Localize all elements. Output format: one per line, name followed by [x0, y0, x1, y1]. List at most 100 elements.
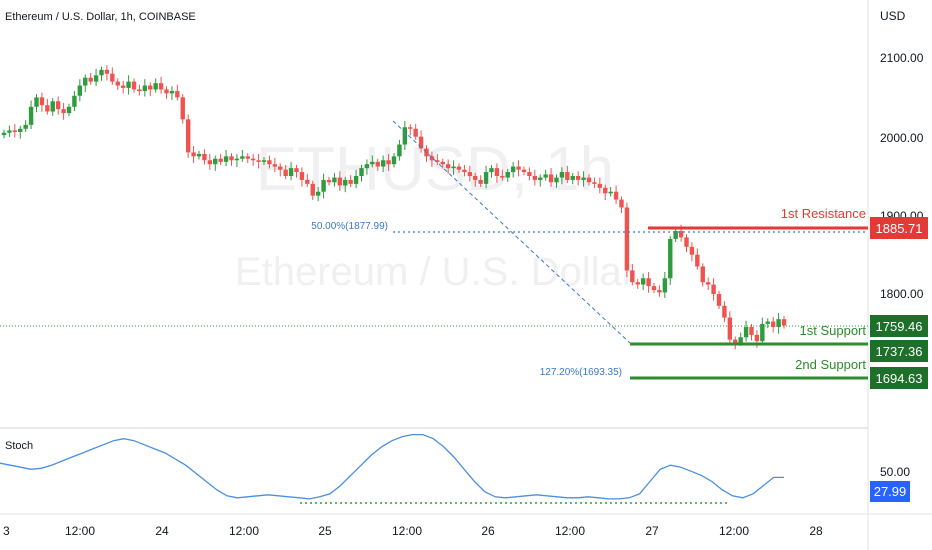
time-tick-1200-a: 12:00 — [65, 524, 95, 538]
candle-body — [158, 83, 164, 90]
candle-body — [603, 187, 608, 194]
candle-body — [164, 89, 169, 94]
candle-body — [104, 69, 110, 74]
candle-body — [343, 179, 348, 186]
candle-body — [39, 97, 45, 106]
candle-body — [7, 130, 12, 133]
candle-body — [88, 77, 93, 82]
candle-body — [651, 286, 657, 291]
candle-body — [55, 101, 61, 110]
candle-body — [646, 278, 651, 287]
candle-body — [142, 85, 148, 92]
candle-body — [538, 177, 543, 180]
candle-body — [608, 191, 613, 194]
candle-body — [386, 160, 391, 165]
support1-label: 1st Support — [800, 323, 867, 338]
watermark-symbol: ETHUSD, 1h — [256, 135, 614, 204]
candle-body — [18, 128, 23, 132]
candle-body — [218, 158, 223, 162]
candle-body — [510, 166, 516, 173]
stoch-value: 27.99 — [874, 484, 907, 499]
candle-body — [310, 183, 315, 196]
candle-body — [700, 266, 705, 283]
candle-body — [408, 127, 413, 129]
candle-body — [473, 176, 478, 180]
candle-body — [77, 85, 83, 96]
candle-body — [191, 152, 196, 157]
candle-body — [548, 174, 554, 183]
candle-body — [776, 319, 781, 328]
candle-body — [494, 168, 500, 176]
candle-body — [678, 231, 684, 238]
price-tick-1800: 1800.00 — [880, 287, 924, 301]
candle-body — [153, 83, 158, 90]
candle-body — [413, 128, 418, 137]
time-tick-1200-e: 12:00 — [719, 524, 749, 538]
candle-body — [516, 166, 521, 170]
candle-body — [223, 156, 229, 162]
support2-label: 2nd Support — [795, 357, 866, 372]
watermark-name: Ethereum / U.S. Dollar — [235, 250, 635, 294]
candle-body — [770, 321, 776, 328]
candle-body — [93, 75, 99, 82]
candle-body — [126, 81, 131, 88]
time-tick-27: 27 — [645, 524, 659, 538]
candle-body — [148, 85, 153, 90]
time-tick-28: 28 — [809, 524, 823, 538]
candle-body — [597, 183, 603, 188]
candle-body — [137, 89, 142, 92]
candle-body — [337, 177, 343, 186]
candle-body — [28, 106, 34, 125]
candle-body — [267, 160, 272, 165]
candle-body — [570, 176, 575, 180]
candle-body — [456, 166, 462, 170]
candle-body — [489, 168, 494, 173]
candle-body — [83, 77, 88, 86]
candle-body — [705, 282, 711, 285]
candle-body — [175, 91, 180, 98]
stoch-line — [0, 433, 784, 500]
candle-body — [202, 153, 207, 161]
candle-body — [527, 172, 532, 176]
candle-body — [61, 109, 66, 114]
candle-body — [521, 169, 527, 173]
candle-body — [12, 130, 18, 132]
candle-body — [592, 182, 597, 184]
candle-body — [380, 160, 386, 167]
candle-body — [370, 161, 375, 165]
candle-body — [662, 278, 668, 293]
candle-body — [722, 305, 727, 318]
time-tick-1200-d: 12:00 — [555, 524, 585, 538]
candle-body — [294, 168, 299, 173]
candle-body — [207, 160, 213, 165]
time-tick-24: 24 — [155, 524, 169, 538]
candles-group — [1, 65, 787, 350]
candle-body — [213, 158, 218, 165]
candle-body — [115, 81, 120, 86]
candle-body — [754, 334, 760, 342]
time-tick-26: 26 — [481, 524, 495, 538]
candle-body — [23, 124, 28, 129]
candle-body — [581, 177, 586, 180]
candle-body — [559, 172, 565, 178]
candle-body — [743, 327, 749, 338]
candle-body — [467, 172, 473, 176]
candle-body — [624, 207, 630, 271]
candle-body — [451, 166, 456, 169]
candle-body — [1, 132, 7, 136]
candle-body — [673, 231, 678, 239]
candle-body — [256, 160, 261, 162]
candle-body — [635, 282, 640, 285]
candle-body — [668, 238, 673, 279]
candle-body — [50, 101, 55, 112]
candle-body — [733, 339, 738, 343]
candle-body — [483, 172, 489, 184]
candle-body — [234, 158, 240, 161]
time-tick-23: 3 — [3, 524, 10, 538]
candle-body — [353, 176, 359, 184]
candle-body — [250, 158, 256, 161]
candle-body — [34, 97, 39, 107]
price-tick-2100: 2100.00 — [880, 51, 924, 65]
support1-price-value: 1737.36 — [876, 344, 923, 359]
